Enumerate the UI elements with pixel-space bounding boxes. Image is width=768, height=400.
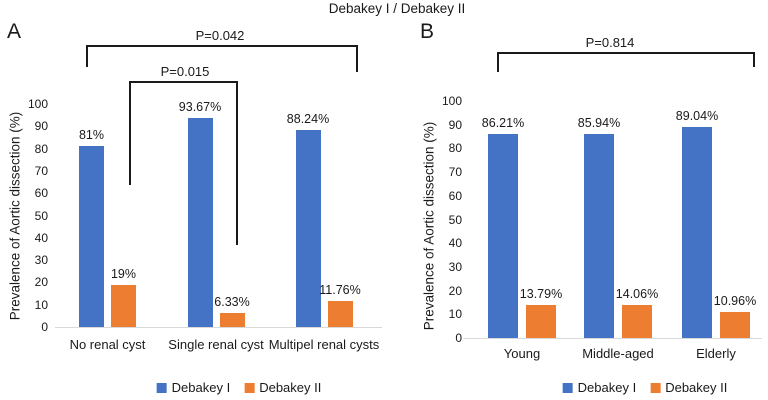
bar-debakey-ii: [526, 305, 556, 338]
category-label: Elderly: [696, 346, 736, 361]
bar-debakey-ii: [327, 300, 353, 327]
bar-debakey-ii: [111, 284, 136, 327]
bar-debakey-i: [79, 146, 104, 327]
y-tick-label: 50: [34, 208, 48, 223]
y-tick-label: 30: [448, 259, 462, 274]
figure-title: Debakey I / Debakey II: [328, 1, 466, 16]
y-tick-label: 40: [34, 230, 48, 245]
bar-value-label: 85.94%: [577, 116, 621, 131]
category-label: Single renal cyst: [168, 337, 264, 352]
bar-value-label: 19%: [110, 266, 137, 281]
y-tick-label: 40: [448, 236, 462, 251]
significance-bracket-tick: [236, 81, 238, 245]
y-tick-label: 50: [448, 212, 462, 227]
bar-debakey-i: [488, 133, 518, 338]
significance-bracket: [129, 81, 238, 83]
bar-debakey-ii: [622, 304, 652, 338]
bar-debakey-i: [295, 130, 321, 327]
significance-bracket-tick: [356, 45, 358, 72]
x-axis-line: [464, 338, 762, 339]
p-value-label: P=0.015: [160, 64, 210, 79]
y-tick-label: 30: [34, 253, 48, 268]
bar-debakey-i: [187, 118, 213, 327]
y-tick-label: 10: [448, 307, 462, 322]
significance-bracket-tick: [753, 52, 755, 67]
bar-value-label: 6.33%: [214, 294, 250, 309]
significance-bracket: [86, 45, 358, 47]
p-value-label: P=0.042: [195, 28, 245, 43]
bar-value-label: 81%: [78, 128, 105, 143]
y-tick-label: 70: [34, 163, 48, 178]
bar-debakey-ii: [219, 312, 245, 327]
y-tick-label: 0: [455, 331, 462, 345]
y-tick-label: 20: [34, 275, 48, 290]
panel-label-b: B: [420, 20, 435, 43]
y-tick-label: 60: [448, 188, 462, 203]
y-tick-label: 0: [41, 320, 48, 334]
y-tick-label: 70: [448, 165, 462, 180]
category-label: Young: [503, 346, 541, 361]
legend-item: Debakey I: [156, 380, 231, 395]
bar-value-label: 93.67%: [178, 100, 222, 115]
category-label: No renal cyst: [69, 337, 146, 352]
category-label: Middle-aged: [582, 346, 654, 361]
y-tick-label: 100: [441, 94, 462, 108]
legend-item: Debakey I: [562, 380, 637, 395]
bar-value-label: 11.76%: [319, 282, 361, 297]
bar-debakey-i: [682, 126, 712, 338]
bar-debakey-i: [584, 134, 614, 338]
significance-bracket-tick: [497, 52, 499, 72]
y-tick-label: 10: [34, 297, 48, 312]
p-value-label: P=0.814: [585, 35, 635, 50]
legend-label: Debakey I: [171, 380, 231, 395]
legend-swatch-icon: [650, 383, 661, 393]
legend-label: Debakey II: [665, 380, 728, 395]
bar-value-label: 88.24%: [286, 112, 330, 127]
legend-label: Debakey II: [259, 380, 322, 395]
bar-value-label: 14.06%: [615, 286, 659, 301]
legend-label: Debakey I: [577, 380, 637, 395]
y-tick-label: 90: [448, 117, 462, 132]
bar-value-label: 89.04%: [675, 108, 719, 123]
legend-item: Debakey II: [244, 381, 321, 395]
legend: Debakey I Debakey II: [156, 380, 321, 395]
significance-bracket-tick: [86, 45, 88, 67]
bar-value-label: 86.21%: [481, 115, 525, 130]
bar-value-label: 10.96%: [713, 294, 757, 309]
bar-value-label: 13.79%: [519, 287, 563, 302]
y-tick-label: 60: [34, 186, 48, 201]
y-tick-label: 80: [34, 141, 48, 156]
category-label: Multipel renal cysts: [268, 337, 380, 352]
significance-bracket: [497, 52, 755, 54]
legend-swatch-icon: [156, 383, 167, 393]
bar-debakey-ii: [720, 312, 750, 338]
legend-swatch-icon: [244, 383, 255, 393]
legend-swatch-icon: [562, 383, 573, 393]
legend-item: Debakey II: [650, 381, 727, 395]
y-tick-label: 100: [27, 97, 48, 111]
legend: Debakey I Debakey II: [562, 380, 727, 395]
significance-bracket-tick: [129, 81, 131, 185]
y-tick-label: 80: [448, 141, 462, 156]
x-axis-line: [55, 327, 382, 328]
panel-label-a: A: [7, 20, 22, 43]
y-tick-label: 90: [34, 119, 48, 134]
y-tick-label: 20: [448, 283, 462, 298]
